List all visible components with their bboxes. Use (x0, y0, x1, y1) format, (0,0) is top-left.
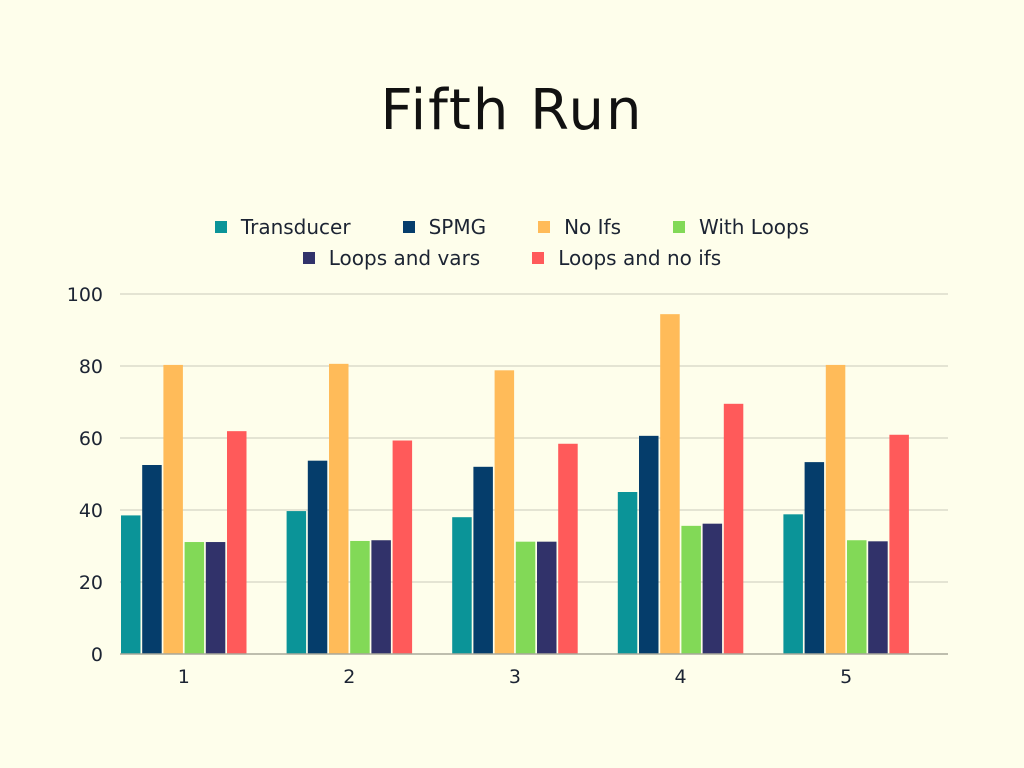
bar (473, 466, 493, 654)
legend-label-loops-and-vars: Loops and vars (328, 246, 481, 270)
bar (205, 542, 226, 654)
bar (392, 440, 413, 654)
bar (350, 540, 370, 654)
x-tick-label: 3 (509, 666, 521, 688)
legend-item-transducer: Transducer (214, 215, 351, 239)
bar (723, 403, 744, 654)
bar (163, 364, 183, 654)
bar (868, 541, 888, 654)
bar (804, 462, 825, 654)
y-tick-label: 80 (79, 356, 103, 378)
chart-title: Fifth Run (380, 78, 644, 143)
x-tick-label: 4 (675, 666, 687, 688)
bar (227, 431, 247, 654)
y-tick-label: 40 (79, 500, 103, 522)
y-tick-label: 20 (79, 572, 103, 594)
y-tick-label: 60 (79, 428, 103, 450)
bar (515, 541, 536, 654)
legend-row-2: Loops and vars Loops and no ifs (0, 246, 1024, 270)
legend-swatch-no-ifs (538, 221, 551, 233)
bar (558, 443, 578, 654)
legend-swatch-with-loops (673, 221, 686, 233)
legend-label-loops-and-no-ifs: Loops and no ifs (558, 246, 722, 270)
bar (639, 435, 659, 654)
legend-label-with-loops: With Loops (699, 215, 810, 239)
legend-swatch-transducer (214, 221, 227, 233)
bar (121, 515, 141, 654)
legend-item-with-loops: With Loops (673, 215, 809, 239)
legend-swatch-spmg (402, 221, 415, 233)
bar (371, 540, 391, 654)
legend-label-spmg: SPMG (428, 215, 487, 239)
y-tick-label: 0 (91, 644, 103, 666)
legend-item-loops-and-vars: Loops and vars (302, 246, 481, 270)
bar (825, 364, 846, 654)
bar (889, 434, 909, 654)
bar (783, 514, 803, 654)
legend-row-1: Transducer SPMG No Ifs With Loops (0, 215, 1024, 239)
bar (452, 517, 472, 654)
legend-swatch-loops-and-vars (302, 252, 315, 264)
bar (537, 541, 557, 654)
legend-item-no-ifs: No Ifs (538, 215, 621, 239)
bar (702, 523, 723, 654)
bar (617, 492, 638, 654)
bar (307, 460, 328, 654)
legend-item-loops-and-no-ifs: Loops and no ifs (532, 246, 721, 270)
x-tick-label: 1 (178, 666, 190, 688)
bar (142, 465, 162, 654)
x-tick-label: 5 (840, 666, 852, 688)
legend-label-no-ifs: No Ifs (564, 215, 622, 239)
legend-swatch-loops-and-no-ifs (532, 252, 545, 264)
bar (286, 511, 307, 654)
legend-item-spmg: SPMG (402, 215, 487, 239)
bar (329, 363, 349, 654)
bar (660, 314, 680, 654)
x-tick-label: 2 (343, 666, 355, 688)
bar (681, 525, 701, 654)
legend-label-transducer: Transducer (240, 215, 351, 239)
bar (184, 542, 205, 654)
bar (494, 370, 515, 654)
y-tick-label: 100 (67, 284, 103, 306)
bar (847, 540, 867, 654)
